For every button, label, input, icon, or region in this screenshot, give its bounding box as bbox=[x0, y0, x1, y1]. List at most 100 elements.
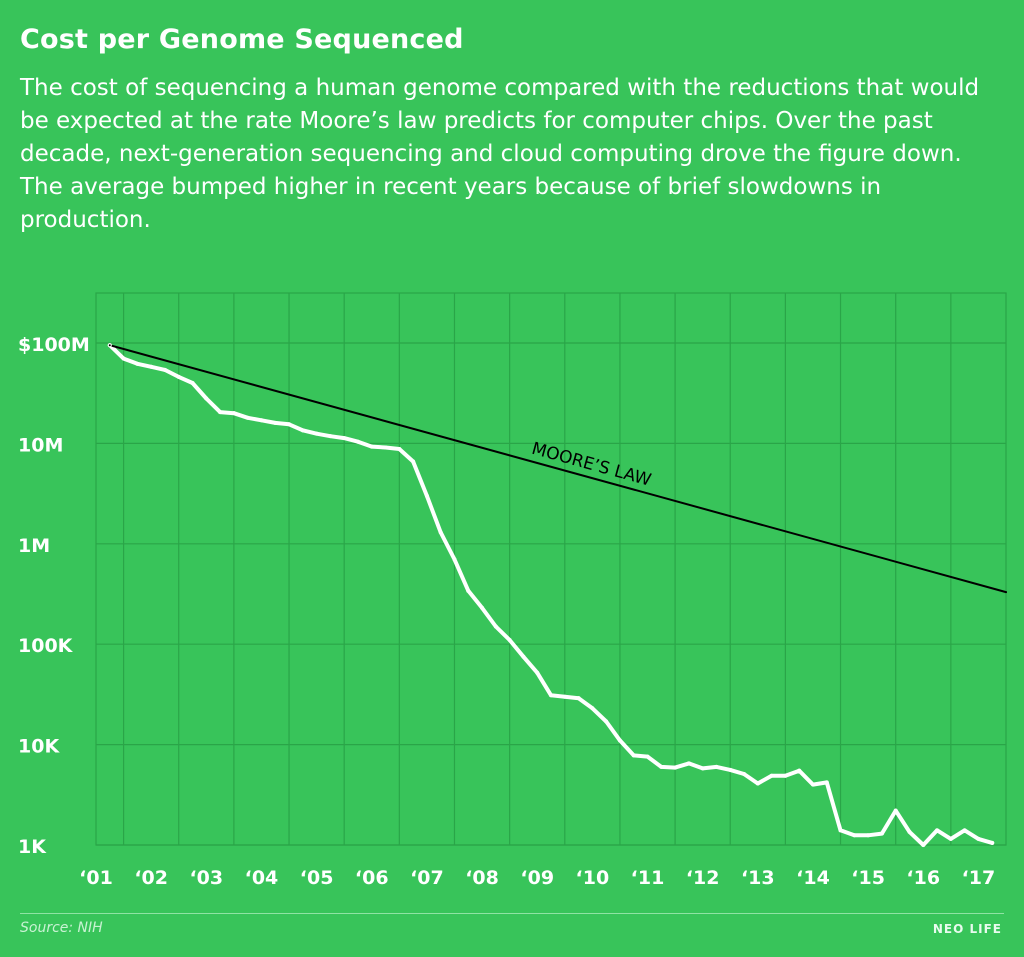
genome-cost-point bbox=[411, 459, 416, 464]
brand-logo: NEO LIFE bbox=[932, 922, 1002, 936]
genome-cost-point bbox=[424, 493, 429, 498]
genome-cost-point bbox=[852, 833, 857, 838]
x-tick-label: ‘10 bbox=[576, 867, 610, 889]
genome-cost-point bbox=[921, 843, 926, 847]
genome-cost-point bbox=[535, 670, 540, 675]
genome-cost-point bbox=[176, 374, 181, 379]
genome-cost-point bbox=[700, 766, 705, 771]
genome-cost-point bbox=[204, 396, 209, 401]
y-tick-label: 10K bbox=[18, 736, 60, 758]
genome-cost-point bbox=[797, 768, 802, 773]
genome-cost-point bbox=[990, 840, 995, 845]
genome-cost-point bbox=[755, 781, 760, 786]
genome-cost-point bbox=[300, 428, 305, 433]
genome-cost-point bbox=[328, 434, 333, 439]
genome-cost-point bbox=[631, 753, 636, 758]
x-tick-label: ‘02 bbox=[134, 867, 168, 889]
genome-cost-point bbox=[287, 422, 292, 427]
x-tick-label: ‘16 bbox=[906, 867, 940, 889]
genome-cost-point bbox=[245, 415, 250, 420]
chart-lines: MOORE’S LAW bbox=[107, 343, 1007, 847]
genome-cost-point bbox=[976, 836, 981, 841]
x-tick-label: ‘15 bbox=[851, 867, 885, 889]
genome-cost-point bbox=[604, 719, 609, 724]
x-tick-label: ‘06 bbox=[355, 867, 389, 889]
genome-cost-point bbox=[742, 771, 747, 776]
x-tick-label: ‘17 bbox=[962, 867, 996, 889]
source-note: Source: NIH bbox=[20, 920, 103, 936]
genome-cost-point bbox=[686, 761, 691, 766]
genome-cost-point bbox=[783, 773, 788, 778]
genome-cost-point bbox=[480, 605, 485, 610]
x-tick-label: ‘12 bbox=[686, 867, 720, 889]
genome-cost-point bbox=[948, 836, 953, 841]
genome-cost-point bbox=[935, 828, 940, 833]
x-axis-ticks: ‘01 ‘02 ‘03 ‘04 ‘05 ‘06 ‘07 ‘08 ‘09 ‘10 ‘11 ‘12 ‘13 ‘… bbox=[79, 867, 995, 889]
genome-cost-point bbox=[452, 557, 457, 562]
genome-cost-point bbox=[355, 439, 360, 444]
genome-cost-point bbox=[466, 588, 471, 593]
genome-cost-point bbox=[893, 808, 898, 813]
genome-cost-point bbox=[190, 380, 195, 385]
moores-law-label: MOORE’S LAW bbox=[529, 439, 653, 491]
genome-cost-point bbox=[369, 444, 374, 449]
genome-cost-point bbox=[218, 410, 223, 415]
y-tick-label: 10M bbox=[18, 434, 63, 456]
footer-divider bbox=[20, 913, 1004, 914]
genome-cost-point bbox=[838, 828, 843, 833]
chart-points bbox=[107, 343, 1007, 847]
genome-cost-point bbox=[121, 356, 126, 361]
genome-cost-point bbox=[549, 693, 553, 698]
genome-cost-point bbox=[866, 833, 871, 838]
plot-frame bbox=[95, 292, 1007, 846]
x-tick-label: ‘08 bbox=[465, 867, 499, 889]
y-tick-label: 1K bbox=[18, 836, 47, 858]
genome-cost-point bbox=[259, 418, 264, 423]
genome-cost-point bbox=[314, 431, 319, 436]
genome-cost-point bbox=[397, 446, 402, 451]
y-tick-label: 1M bbox=[18, 535, 50, 557]
genome-cost-point bbox=[769, 773, 774, 778]
genome-cost-point bbox=[562, 694, 567, 699]
genome-cost-point bbox=[879, 831, 884, 836]
genome-cost-point bbox=[149, 364, 154, 369]
genome-cost-point bbox=[493, 624, 498, 629]
genome-cost-point bbox=[728, 767, 733, 772]
y-axis-ticks: $100M 10M 1M 100K 10K 1K bbox=[18, 334, 90, 858]
moores-law-line bbox=[108, 344, 1007, 594]
chart-title: Cost per Genome Sequenced bbox=[20, 24, 464, 55]
genome-cost-point bbox=[673, 765, 678, 770]
genome-cost-point bbox=[438, 530, 443, 535]
genome-cost-point bbox=[714, 764, 719, 769]
genome-cost-point bbox=[273, 420, 278, 425]
x-tick-label: ‘07 bbox=[410, 867, 444, 889]
x-tick-label: ‘14 bbox=[796, 867, 830, 889]
genome-cost-point bbox=[962, 828, 967, 833]
genome-cost-point bbox=[521, 654, 526, 659]
genome-cost-point bbox=[810, 782, 815, 787]
genome-cost-point bbox=[824, 780, 829, 785]
genome-cost-line bbox=[107, 343, 995, 847]
x-tick-label: ‘03 bbox=[189, 867, 223, 889]
genome-cost-point bbox=[342, 436, 347, 441]
x-tick-label: ‘01 bbox=[79, 867, 113, 889]
genome-cost-point bbox=[907, 829, 912, 834]
chart-subtitle: The cost of sequencing a human genome co… bbox=[20, 75, 980, 233]
genome-cost-point bbox=[645, 754, 650, 759]
x-tick-label: ‘11 bbox=[631, 867, 665, 889]
genome-cost-point bbox=[507, 638, 512, 643]
y-tick-label: $100M bbox=[18, 334, 90, 356]
genome-cost-point bbox=[231, 411, 236, 416]
genome-cost-point bbox=[383, 445, 388, 450]
genome-cost-point bbox=[590, 706, 595, 711]
genome-cost-point bbox=[659, 764, 664, 769]
x-tick-label: ‘05 bbox=[300, 867, 334, 889]
chart-grid bbox=[95, 292, 1007, 846]
genome-cost-point bbox=[135, 361, 140, 366]
moores-law-point bbox=[108, 344, 111, 347]
x-tick-label: ‘09 bbox=[520, 867, 554, 889]
genome-cost-point bbox=[576, 696, 581, 701]
x-tick-label: ‘13 bbox=[741, 867, 775, 889]
moores-law-point bbox=[1005, 591, 1007, 594]
